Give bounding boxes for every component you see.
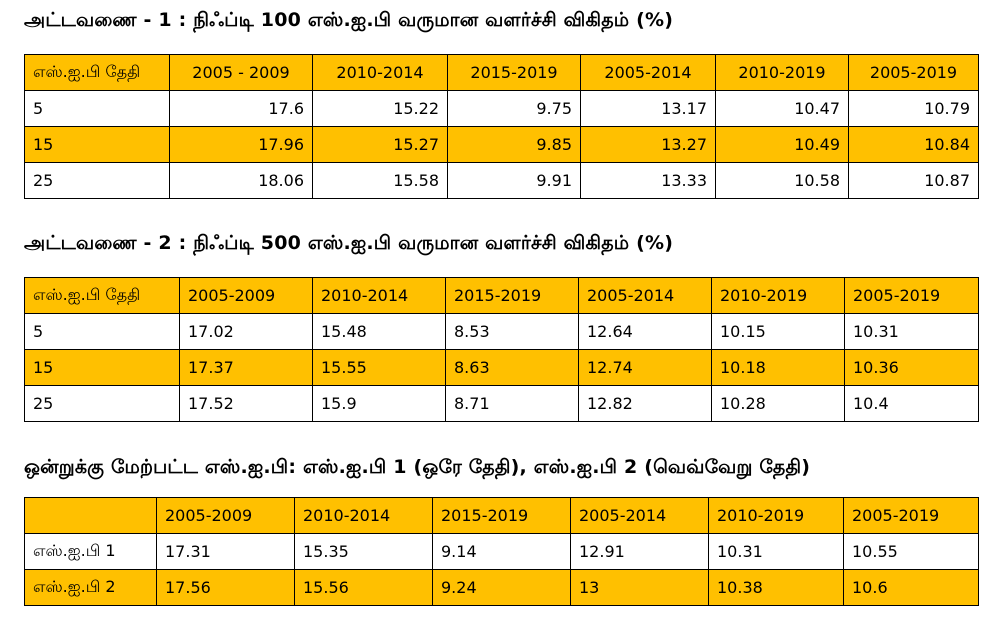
table-cell: 13.17 [580, 90, 716, 127]
table-cell: 9.85 [447, 126, 581, 163]
table-cell: 9.75 [447, 90, 581, 127]
table-cell: 10.55 [843, 533, 979, 570]
header-cell: 2010-2014 [312, 277, 446, 314]
header-cell [24, 497, 157, 534]
table-cell: 15.9 [312, 385, 446, 422]
table-cell: 15.58 [312, 162, 448, 199]
header-cell: எஸ்.ஐ.பி தேதி [24, 277, 180, 314]
header-cell: 2005-2019 [843, 497, 979, 534]
header-cell: 2010-2014 [312, 54, 448, 91]
table-cell: 9.24 [432, 569, 571, 606]
header-cell: 2005-2009 [156, 497, 295, 534]
header-cell: 2015-2019 [432, 497, 571, 534]
row-label: 15 [24, 349, 180, 386]
header-cell: 2005-2014 [570, 497, 709, 534]
table-cell: 10.49 [715, 126, 849, 163]
table-cell: 10.87 [848, 162, 979, 199]
table-cell: 12.82 [578, 385, 712, 422]
table2: எஸ்.ஐ.பி தேதி 2005-2009 2010-2014 2015-2… [24, 277, 979, 422]
table-cell: 9.91 [447, 162, 581, 199]
header-cell: 2010-2019 [708, 497, 844, 534]
header-cell: 2015-2019 [447, 54, 581, 91]
table-cell: 10.15 [711, 313, 845, 350]
table-cell: 12.64 [578, 313, 712, 350]
row-label: 5 [24, 313, 180, 350]
header-cell: 2010-2019 [715, 54, 849, 91]
row-label: 5 [24, 90, 170, 127]
table-cell: 10.28 [711, 385, 845, 422]
table-cell: 17.31 [156, 533, 295, 570]
table-cell: 15.35 [294, 533, 433, 570]
table-cell: 13.27 [580, 126, 716, 163]
table2-header-row: எஸ்.ஐ.பி தேதி 2005-2009 2010-2014 2015-2… [24, 277, 979, 314]
header-cell: 2005 - 2009 [169, 54, 313, 91]
table-cell: 10.31 [844, 313, 979, 350]
table-row: 5 17.6 15.22 9.75 13.17 10.47 10.79 [24, 90, 979, 127]
table-row: 5 17.02 15.48 8.53 12.64 10.15 10.31 [24, 313, 979, 350]
table-row: எஸ்.ஐ.பி 1 17.31 15.35 9.14 12.91 10.31 … [24, 533, 979, 570]
table-cell: 13.33 [580, 162, 716, 199]
table3-title: ஒன்றுக்கு மேற்பட்ட எஸ்.ஐ.பி: எஸ்.ஐ.பி 1 … [24, 456, 811, 478]
table-cell: 17.56 [156, 569, 295, 606]
table-row: 25 17.52 15.9 8.71 12.82 10.28 10.4 [24, 385, 979, 422]
table-cell: 10.6 [843, 569, 979, 606]
table1-title: அட்டவணை - 1 : நிஃப்டி 100 எஸ்.ஐ.பி வருமா… [24, 9, 674, 31]
table-cell: 17.37 [179, 349, 313, 386]
table-cell: 8.71 [445, 385, 579, 422]
row-label: 25 [24, 162, 170, 199]
table-cell: 13 [570, 569, 709, 606]
table-cell: 10.84 [848, 126, 979, 163]
table-cell: 12.74 [578, 349, 712, 386]
table1-header-row: எஸ்.ஐ.பி தேதி 2005 - 2009 2010-2014 2015… [24, 54, 979, 91]
table-cell: 10.36 [844, 349, 979, 386]
table-row: 15 17.96 15.27 9.85 13.27 10.49 10.84 [24, 126, 979, 163]
row-label: 25 [24, 385, 180, 422]
table-cell: 8.53 [445, 313, 579, 350]
table3: 2005-2009 2010-2014 2015-2019 2005-2014 … [24, 497, 979, 606]
table-cell: 15.22 [312, 90, 448, 127]
table-cell: 9.14 [432, 533, 571, 570]
table-cell: 10.47 [715, 90, 849, 127]
table-cell: 15.27 [312, 126, 448, 163]
table-cell: 18.06 [169, 162, 313, 199]
header-cell: 2005-2014 [578, 277, 712, 314]
table-cell: 17.96 [169, 126, 313, 163]
table-cell: 15.55 [312, 349, 446, 386]
table-cell: 8.63 [445, 349, 579, 386]
table3-header-row: 2005-2009 2010-2014 2015-2019 2005-2014 … [24, 497, 979, 534]
table-cell: 15.56 [294, 569, 433, 606]
table-row: 25 18.06 15.58 9.91 13.33 10.58 10.87 [24, 162, 979, 199]
table-cell: 17.52 [179, 385, 313, 422]
table-cell: 10.58 [715, 162, 849, 199]
table-cell: 17.02 [179, 313, 313, 350]
table-cell: 10.31 [708, 533, 844, 570]
header-cell: 2010-2019 [711, 277, 845, 314]
header-cell: 2015-2019 [445, 277, 579, 314]
table-cell: 12.91 [570, 533, 709, 570]
table1: எஸ்.ஐ.பி தேதி 2005 - 2009 2010-2014 2015… [24, 54, 979, 199]
table2-title: அட்டவணை - 2 : நிஃப்டி 500 எஸ்.ஐ.பி வருமா… [24, 232, 674, 254]
row-label: எஸ்.ஐ.பி 2 [24, 569, 157, 606]
table-cell: 10.38 [708, 569, 844, 606]
header-cell: 2010-2014 [294, 497, 433, 534]
header-cell: 2005-2014 [580, 54, 716, 91]
table-cell: 10.79 [848, 90, 979, 127]
table-cell: 10.4 [844, 385, 979, 422]
row-label: 15 [24, 126, 170, 163]
table-row: எஸ்.ஐ.பி 2 17.56 15.56 9.24 13 10.38 10.… [24, 569, 979, 606]
header-cell: 2005-2019 [848, 54, 979, 91]
table-cell: 10.18 [711, 349, 845, 386]
header-cell: 2005-2009 [179, 277, 313, 314]
row-label: எஸ்.ஐ.பி 1 [24, 533, 157, 570]
header-cell: எஸ்.ஐ.பி தேதி [24, 54, 170, 91]
table-row: 15 17.37 15.55 8.63 12.74 10.18 10.36 [24, 349, 979, 386]
table-cell: 17.6 [169, 90, 313, 127]
header-cell: 2005-2019 [844, 277, 979, 314]
table-cell: 15.48 [312, 313, 446, 350]
